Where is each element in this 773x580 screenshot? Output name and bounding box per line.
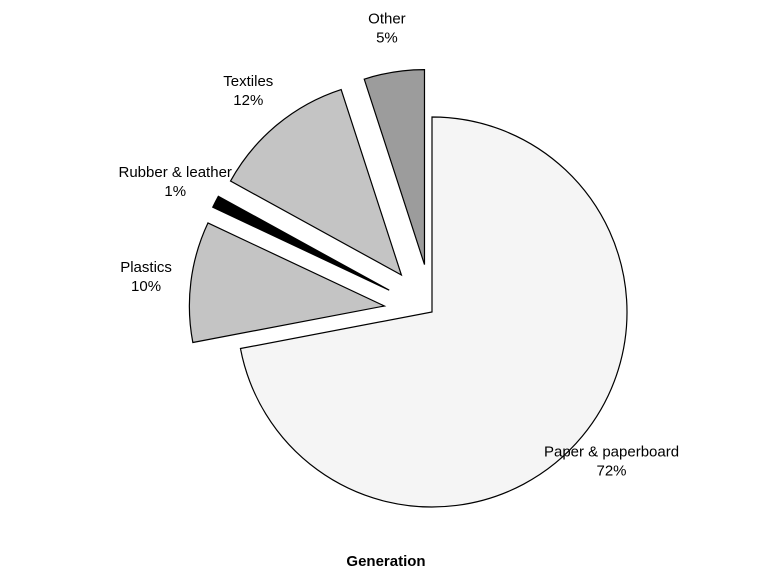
pie-slice-rubber-and-leather [211, 195, 390, 291]
slice-percent-label: 10% [131, 278, 161, 295]
slice-percent-label: 1% [164, 183, 186, 200]
slice-label-textiles: Textiles 12% [223, 73, 273, 109]
slice-percent-label: 5% [376, 29, 398, 46]
slice-name-label: Paper & paperboard [544, 444, 679, 461]
slice-label-plastics: Plastics 10% [120, 259, 172, 295]
slice-label-paper-and-paperboard: Paper & paperboard 72% [544, 444, 679, 480]
slice-label-rubber-and-leather: Rubber & leather 1% [119, 164, 232, 200]
pie-slice-textiles [229, 88, 403, 277]
slice-name-label: Textiles [223, 73, 273, 90]
slice-label-other: Other 5% [368, 10, 406, 46]
slice-percent-label: 12% [233, 92, 263, 109]
pie-slice-plastics [188, 222, 387, 344]
labels-layer: Paper & paperboard 72% Plastics 10% Rubber &… [119, 10, 680, 479]
slice-name-label: Other [368, 10, 406, 27]
chart-title: Generation [346, 553, 425, 570]
slice-percent-label: 72% [597, 463, 627, 480]
slices-layer [188, 68, 628, 508]
pie-slice-paper-and-paperboard [239, 116, 628, 508]
slice-name-label: Plastics [120, 259, 172, 276]
slice-name-label: Rubber & leather [119, 164, 232, 181]
pie-slice-other [363, 68, 426, 265]
